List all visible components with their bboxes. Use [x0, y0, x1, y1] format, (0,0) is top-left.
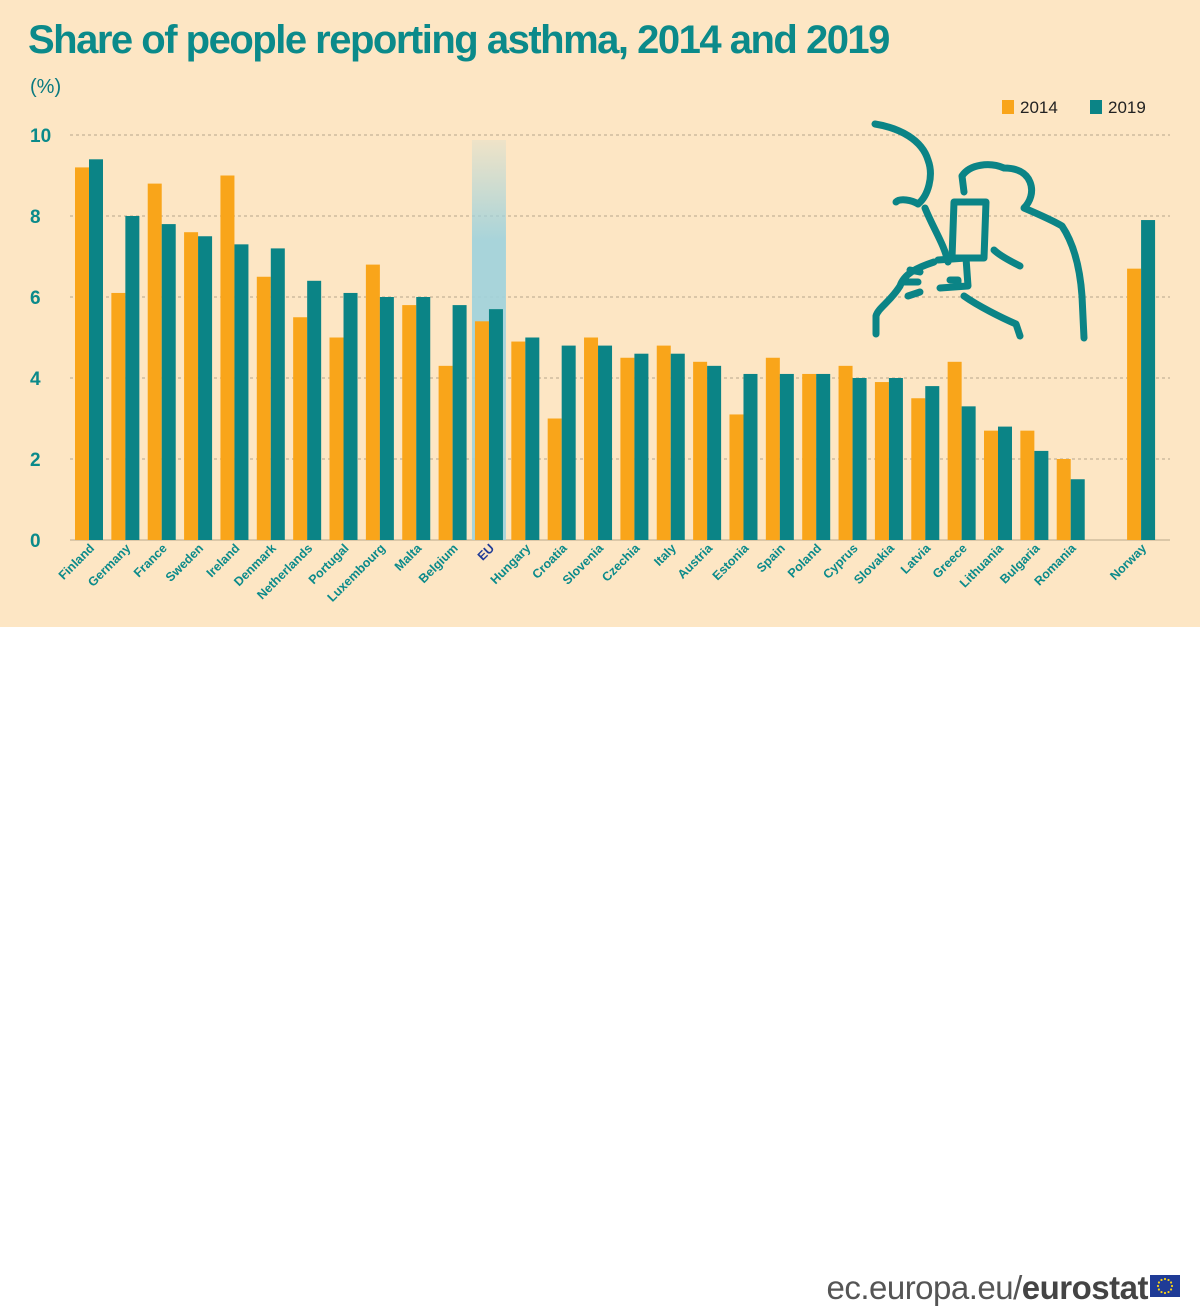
- bar-2019-austria: [707, 365, 722, 540]
- footer: ec.europa.eu/eurostat: [0, 627, 1200, 1306]
- x-tick-label: Italy: [651, 541, 679, 569]
- x-tick-label: Slovakia: [851, 540, 898, 587]
- bar-2019-netherlands: [307, 280, 322, 540]
- x-tick-label: Poland: [785, 541, 824, 580]
- x-axis-labels: FinlandGermanyFranceSwedenIrelandDenmark…: [56, 540, 1149, 604]
- bar-2019-slovakia: [888, 378, 903, 540]
- bar-2019-france: [161, 224, 176, 540]
- bar-2014-portugal: [329, 337, 344, 540]
- x-tick-label: Belgium: [416, 541, 461, 586]
- bar-2019-portugal: [343, 292, 358, 540]
- bar-2014-france: [147, 183, 162, 540]
- legend-swatch-2019: [1090, 100, 1102, 114]
- bar-2014-estonia: [729, 414, 744, 540]
- bar-2014-romania: [1056, 459, 1071, 540]
- bar-2014-germany: [111, 292, 126, 540]
- bar-2014-slovakia: [874, 382, 889, 540]
- x-tick-label: Estonia: [710, 540, 753, 583]
- chart-title: Share of people reporting asthma, 2014 a…: [28, 18, 890, 62]
- bar-2019-luxembourg: [379, 297, 394, 540]
- x-tick-label: Malta: [392, 540, 425, 573]
- bar-2014-greece: [947, 361, 962, 540]
- bar-2019-czechia: [634, 353, 649, 540]
- bar-2014-spain: [765, 357, 780, 540]
- bar-2019-cyprus: [852, 378, 867, 540]
- bars: [75, 159, 1156, 541]
- bar-2019-ireland: [234, 244, 249, 540]
- x-tick-label: Norway: [1107, 541, 1149, 583]
- bar-2014-latvia: [911, 398, 926, 540]
- bar-2014-italy: [656, 345, 671, 540]
- x-tick-label: Czechia: [599, 540, 643, 584]
- bar-2019-latvia: [925, 386, 940, 540]
- bar-2014-sweden: [184, 232, 199, 540]
- bar-2019-romania: [1070, 479, 1085, 540]
- legend-label-2019: 2019: [1108, 98, 1146, 117]
- bar-2014-norway: [1127, 268, 1142, 540]
- y-axis-unit: (%): [30, 76, 62, 98]
- bar-2019-finland: [89, 159, 103, 541]
- x-tick-label: Slovenia: [560, 540, 607, 587]
- bar-2019-italy: [670, 353, 685, 540]
- bar-2014-ireland: [220, 175, 235, 540]
- bar-2014-bulgaria: [1020, 430, 1035, 540]
- bar-2019-sweden: [198, 236, 213, 540]
- bar-2019-croatia: [561, 345, 576, 540]
- y-tick-label: 2: [30, 450, 41, 471]
- source-brand: eurostat: [1021, 1269, 1149, 1306]
- y-axis-labels: 0 2 4 6 8 10: [30, 126, 51, 552]
- bar-2014-lithuania: [984, 430, 998, 540]
- bar-2019-greece: [961, 406, 976, 540]
- bar-2014-slovenia: [584, 337, 599, 540]
- bar-2014-denmark: [256, 276, 271, 540]
- bar-2014-hungary: [511, 341, 526, 540]
- bar-2014-eu: [474, 321, 489, 540]
- eu-flag-icon: [1150, 1275, 1180, 1297]
- y-tick-label: 8: [30, 207, 41, 228]
- x-tick-label: Sweden: [163, 541, 206, 584]
- bar-2019-norway: [1141, 220, 1156, 541]
- legend-label-2014: 2014: [1020, 98, 1058, 117]
- legend-swatch-2014: [1002, 100, 1014, 114]
- bar-2019-hungary: [525, 337, 540, 540]
- bar-2019-germany: [125, 216, 140, 540]
- source-domain: ec.europa.eu/: [826, 1269, 1022, 1306]
- bar-2019-denmark: [270, 248, 285, 540]
- y-tick-label: 0: [30, 531, 41, 552]
- bar-chart: 0 2 4 6 8 10 FinlandGermanyFranceSwedenIrelan…: [30, 98, 1170, 605]
- bar-2014-austria: [693, 361, 708, 540]
- bar-2019-bulgaria: [1034, 450, 1049, 540]
- bar-2014-netherlands: [293, 317, 308, 540]
- x-tick-label: Austria: [675, 540, 716, 581]
- source-link[interactable]: ec.europa.eu/eurostat: [826, 1269, 1148, 1307]
- y-tick-label: 4: [30, 369, 41, 390]
- bar-2019-eu: [488, 309, 503, 540]
- y-tick-label: 10: [30, 126, 51, 147]
- bar-2014-malta: [402, 305, 417, 540]
- bar-2014-belgium: [438, 365, 453, 540]
- bar-2019-poland: [816, 373, 831, 540]
- bar-2014-croatia: [547, 418, 562, 540]
- bar-2019-estonia: [743, 373, 758, 540]
- bar-2019-spain: [779, 373, 794, 540]
- x-tick-label: Hungary: [488, 541, 534, 587]
- bar-2014-poland: [802, 373, 817, 540]
- y-tick-label: 6: [30, 288, 41, 309]
- inhaler-illustration-icon: [871, 120, 1088, 342]
- legend: 2014 2019: [1002, 98, 1146, 117]
- bar-2019-belgium: [452, 305, 467, 540]
- x-tick-label: Spain: [754, 541, 788, 575]
- bar-2014-czechia: [620, 357, 635, 540]
- bar-2014-luxembourg: [365, 264, 380, 540]
- bar-2019-lithuania: [998, 426, 1012, 540]
- x-tick-label: EU: [475, 541, 497, 563]
- bar-2014-finland: [75, 167, 89, 540]
- bar-2019-slovenia: [598, 345, 613, 540]
- bar-2019-malta: [416, 297, 431, 540]
- bar-2014-cyprus: [838, 365, 853, 540]
